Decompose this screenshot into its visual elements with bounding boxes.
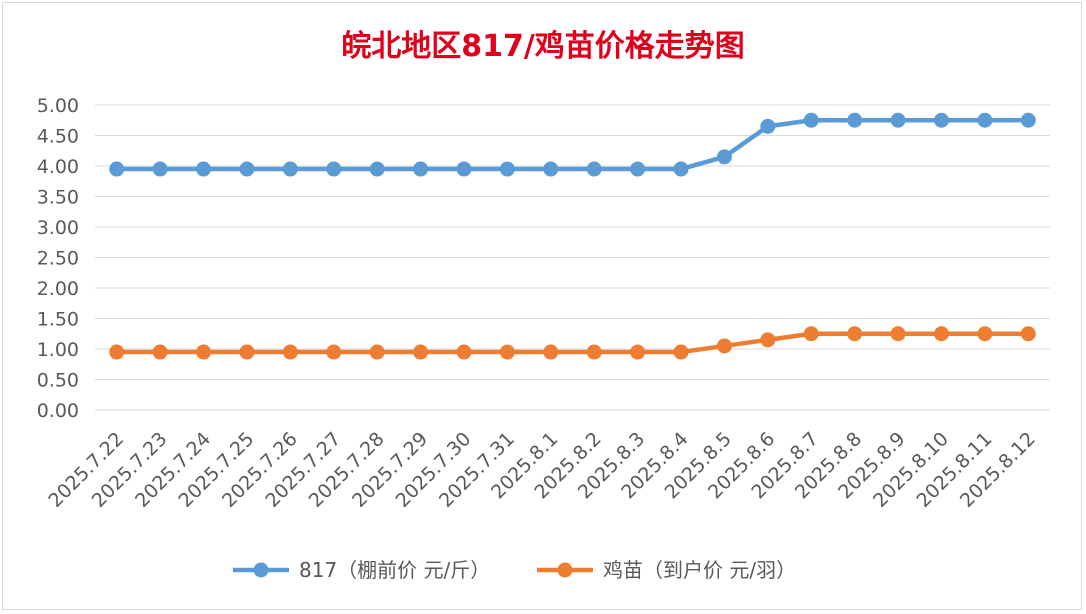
data-point — [760, 332, 776, 348]
y-axis: 0.00 0.50 1.00 1.50 2.00 2.50 3.00 3.50 4.00 4.50… — [37, 95, 79, 422]
data-point — [847, 326, 863, 342]
data-point — [326, 161, 342, 177]
legend-marker — [557, 562, 573, 578]
data-point — [586, 344, 602, 360]
legend-label: 817（棚前价 元/斤） — [299, 558, 490, 582]
series-2 — [109, 326, 1036, 360]
y-tick-label: 0.50 — [37, 370, 79, 392]
data-point — [890, 326, 906, 342]
data-point — [543, 344, 559, 360]
legend-item: 817（棚前价 元/斤） — [233, 558, 490, 582]
data-point — [109, 344, 125, 360]
legend-label: 鸡苗（到户价 元/羽） — [603, 558, 796, 582]
data-point — [977, 112, 993, 128]
data-point — [456, 344, 472, 360]
data-point — [152, 344, 168, 360]
data-point — [413, 344, 429, 360]
data-point — [282, 344, 298, 360]
series-group — [109, 112, 1036, 360]
y-tick-label: 1.00 — [37, 339, 79, 361]
data-point — [977, 326, 993, 342]
data-point — [456, 161, 472, 177]
data-point — [499, 161, 515, 177]
data-point — [803, 112, 819, 128]
y-tick-label: 4.00 — [37, 156, 79, 178]
data-point — [413, 161, 429, 177]
grid — [95, 104, 1050, 411]
data-point — [716, 338, 732, 354]
data-point — [369, 161, 385, 177]
y-tick-label: 3.00 — [37, 217, 79, 239]
data-point — [673, 344, 689, 360]
y-tick-label: 5.00 — [37, 95, 79, 117]
data-point — [847, 112, 863, 128]
data-point — [673, 161, 689, 177]
series-line — [114, 331, 1031, 355]
data-point — [890, 112, 906, 128]
y-tick-label: 2.50 — [37, 248, 79, 270]
legend-item: 鸡苗（到户价 元/羽） — [537, 558, 796, 582]
series-line — [114, 118, 1031, 172]
data-point — [933, 326, 949, 342]
data-point — [933, 112, 949, 128]
data-point — [109, 161, 125, 177]
chart-title: 皖北地区817/鸡苗价格走势图 — [341, 29, 745, 64]
y-tick-label: 3.50 — [37, 187, 79, 209]
y-tick-label: 2.00 — [37, 278, 79, 300]
data-point — [239, 161, 255, 177]
data-point — [760, 118, 776, 134]
data-point — [630, 161, 646, 177]
data-point — [196, 161, 212, 177]
y-tick-label: 1.50 — [37, 309, 79, 331]
data-point — [586, 161, 602, 177]
data-point — [543, 161, 559, 177]
data-point — [196, 344, 212, 360]
data-point — [803, 326, 819, 342]
data-point — [326, 344, 342, 360]
data-point — [716, 149, 732, 165]
series-1 — [109, 112, 1036, 177]
data-point — [239, 344, 255, 360]
data-point — [630, 344, 646, 360]
legend: 817（棚前价 元/斤） 鸡苗（到户价 元/羽） — [233, 558, 796, 582]
x-axis: 2025.7.222025.7.232025.7.242025.7.252025… — [44, 428, 1040, 512]
data-point — [152, 161, 168, 177]
data-point — [282, 161, 298, 177]
data-point — [499, 344, 515, 360]
legend-marker — [253, 562, 269, 578]
y-tick-label: 4.50 — [37, 126, 79, 148]
data-point — [1020, 112, 1036, 128]
data-point — [1020, 326, 1036, 342]
data-point — [369, 344, 385, 360]
y-tick-label: 0.00 — [37, 400, 79, 422]
